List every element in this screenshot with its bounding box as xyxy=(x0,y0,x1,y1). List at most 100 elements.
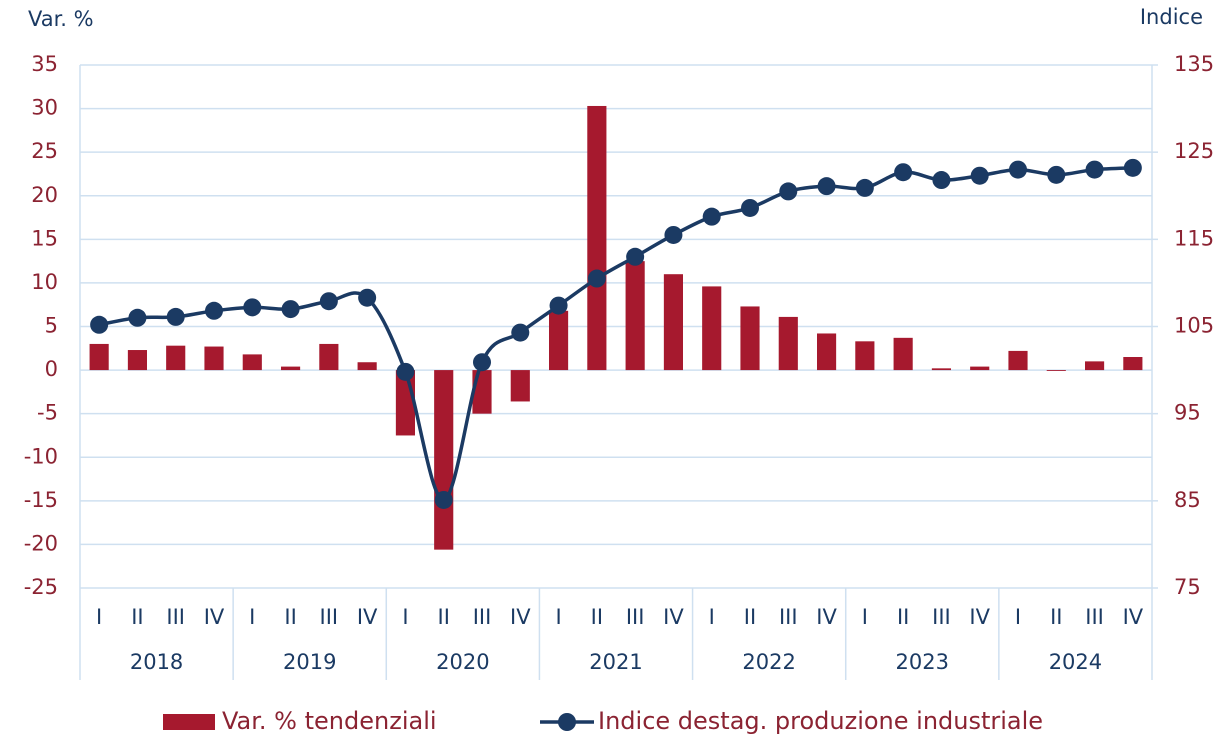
y-tick-label: -25 xyxy=(24,575,58,599)
legend-label: Var. % tendenziali xyxy=(222,707,437,735)
line-marker xyxy=(1047,165,1066,184)
y-tick-label: 25 xyxy=(31,139,58,163)
bar xyxy=(1008,350,1028,371)
y2-tick-label: 125 xyxy=(1174,139,1214,163)
bar xyxy=(817,333,837,371)
line-marker xyxy=(243,298,262,317)
bar xyxy=(855,341,875,371)
x-tick-label: III xyxy=(473,605,492,629)
line-marker xyxy=(549,296,568,315)
line-marker xyxy=(932,171,951,190)
line xyxy=(98,166,1133,502)
line-marker xyxy=(166,307,185,326)
line-marker xyxy=(741,198,759,217)
line-marker xyxy=(358,288,377,307)
y-tick-label: 30 xyxy=(31,96,58,120)
x-tick-label: IV xyxy=(969,605,990,629)
legend-label: Indice destag. produzione industriale xyxy=(598,707,1043,735)
line-marker xyxy=(1009,160,1027,179)
y-tick-label: -15 xyxy=(24,488,58,512)
x-tick-label: IV xyxy=(1123,605,1144,629)
y2-tick-label: 75 xyxy=(1174,575,1201,599)
x-tick-label: II xyxy=(591,605,603,629)
bar xyxy=(281,366,301,371)
bar xyxy=(89,343,109,371)
year-label: 2024 xyxy=(1049,650,1102,674)
x-tick-label: I xyxy=(709,605,715,629)
y-tick-label: -10 xyxy=(24,444,58,468)
x-tick-label: I xyxy=(249,605,255,629)
x-tick-label: IV xyxy=(663,605,684,629)
bar xyxy=(434,370,454,550)
bar xyxy=(1123,357,1143,371)
y-tick-label: 20 xyxy=(31,183,58,207)
line-marker xyxy=(90,315,109,334)
x-tick-label: IV xyxy=(816,605,837,629)
x-tick-label: IV xyxy=(510,605,531,629)
x-tick-label: I xyxy=(555,605,561,629)
line-marker xyxy=(205,301,223,320)
line-marker xyxy=(1085,160,1104,179)
line-marker xyxy=(894,163,913,182)
bar xyxy=(357,362,377,371)
year-label: 2021 xyxy=(589,650,642,674)
bar xyxy=(1046,370,1066,371)
y2-tick-label: 115 xyxy=(1174,226,1214,250)
bar xyxy=(740,306,760,371)
line-marker xyxy=(817,177,836,196)
line-marker xyxy=(587,269,606,288)
x-tick-label: I xyxy=(1015,605,1021,629)
bar xyxy=(702,286,722,371)
legend-swatch xyxy=(558,713,576,731)
line-marker xyxy=(434,490,453,509)
bar xyxy=(778,316,798,371)
x-tick-label: III xyxy=(1085,605,1104,629)
y2-tick-label: 135 xyxy=(1174,52,1214,76)
x-tick-label: IV xyxy=(204,605,225,629)
line-marker xyxy=(664,225,683,244)
line-marker xyxy=(473,353,491,372)
bar xyxy=(166,345,186,371)
y2-axis-title: Indice xyxy=(1140,5,1203,29)
line-marker xyxy=(1123,158,1142,177)
y-tick-label: 35 xyxy=(31,52,58,76)
line-marker xyxy=(281,300,300,319)
bar xyxy=(549,310,569,371)
x-tick-label: III xyxy=(932,605,951,629)
legend-swatch xyxy=(163,714,215,730)
x-tick-label: II xyxy=(1050,605,1062,629)
x-tick-label: III xyxy=(626,605,645,629)
bar xyxy=(663,274,683,371)
x-tick-label: I xyxy=(862,605,868,629)
y-tick-label: 5 xyxy=(45,314,58,338)
bar xyxy=(204,346,224,371)
y-tick-label: -5 xyxy=(37,401,58,425)
x-tick-label: II xyxy=(744,605,756,629)
year-label: 2019 xyxy=(283,650,336,674)
x-tick-label: II xyxy=(897,605,909,629)
x-tick-label: II xyxy=(438,605,450,629)
line-marker xyxy=(702,207,721,226)
y2-tick-label: 105 xyxy=(1174,314,1214,338)
x-tick-label: I xyxy=(402,605,408,629)
line-marker xyxy=(970,166,989,185)
line-marker xyxy=(396,362,415,381)
x-tick-label: III xyxy=(320,605,339,629)
bar xyxy=(625,261,645,371)
line-marker xyxy=(319,292,338,311)
x-tick-label: III xyxy=(166,605,185,629)
line-marker xyxy=(128,308,147,327)
bar xyxy=(1085,361,1105,371)
bar xyxy=(510,370,530,402)
y-tick-label: -20 xyxy=(24,531,58,555)
bar xyxy=(242,354,262,371)
year-label: 2022 xyxy=(742,650,795,674)
bar xyxy=(587,105,607,371)
line-marker xyxy=(779,182,798,201)
year-label: 2023 xyxy=(896,650,949,674)
y2-tick-label: 95 xyxy=(1174,401,1201,425)
year-label: 2020 xyxy=(436,650,489,674)
line-marker xyxy=(626,247,645,266)
y-tick-label: 10 xyxy=(31,270,58,294)
x-tick-label: I xyxy=(96,605,102,629)
